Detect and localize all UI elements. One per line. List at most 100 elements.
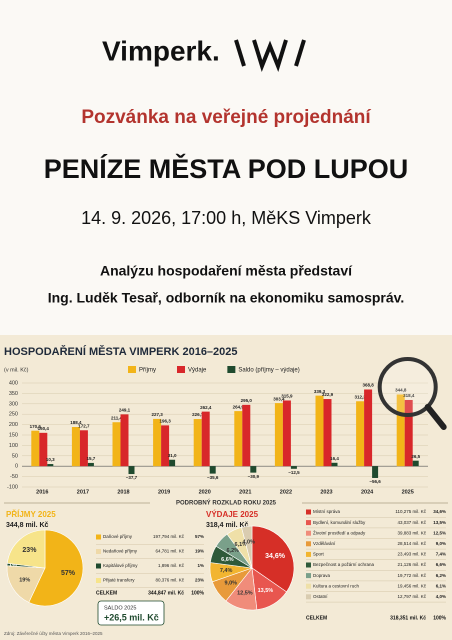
legend-label: Saldo (příjmy – výdaje) (238, 368, 299, 374)
bar (372, 466, 379, 478)
total-label: CELKEM (96, 590, 117, 596)
table-share: 13,5% (433, 520, 446, 525)
y-tick-label: 350 (9, 391, 18, 397)
table-amount: 19,456 mil. Kč (397, 583, 426, 588)
logo-symbol (294, 39, 306, 67)
table-category: Přijaté transfery (103, 578, 135, 583)
source: Zdroj: Závěrečné účty města Vimperk 2016… (4, 631, 103, 636)
table-share: 6,1% (436, 583, 446, 588)
y-tick-label: 400 (9, 380, 18, 386)
table-amount: 21,126 mil. Kč (397, 562, 426, 567)
value-label: 312,2 (354, 394, 366, 399)
bar (234, 411, 243, 467)
total-share: 100% (433, 615, 446, 621)
legend-label: Výdaje (188, 368, 207, 374)
logo-symbol (252, 39, 288, 73)
slice-label: 6,2% (227, 548, 240, 554)
table-amount: 64,781 mil. Kč (155, 549, 184, 554)
value-label: 295,0 (241, 398, 253, 403)
value-label: 368,8 (362, 383, 374, 388)
breakdown-title: PODROBNÝ ROZKLAD ROKU 2025 (176, 500, 277, 507)
pie-title: PŘÍJMY 2025 (6, 510, 56, 519)
bar (396, 394, 405, 467)
invitation: Pozvánka na veřejné projednání (81, 107, 371, 128)
value-label: 31,0 (168, 453, 177, 458)
bar (282, 400, 291, 467)
y-tick-label: 200 (9, 422, 18, 428)
value-label: −56,6 (369, 479, 381, 484)
y-tick-label: -50 (10, 474, 18, 480)
table-category: Místní správa (313, 509, 341, 514)
event: 14. 9. 2026, 17:00 h, MěKS Vimperk (81, 208, 372, 228)
bar (331, 462, 338, 467)
bar (47, 464, 54, 467)
value-label: 315,9 (281, 394, 293, 399)
x-tick-label: 2023 (320, 489, 332, 495)
table-share: 23% (195, 578, 204, 583)
legend-swatch (227, 366, 236, 373)
bar (161, 425, 170, 467)
table-share: 19% (195, 549, 204, 554)
value-label: 211,4 (111, 415, 123, 420)
slice-label: 12,5% (237, 591, 253, 597)
table-amount: 110,275 mil. Kč (395, 509, 426, 514)
value-label: 249,1 (119, 408, 131, 413)
bar (364, 389, 373, 467)
y-tick-label: 150 (9, 432, 18, 438)
header-background (0, 0, 452, 335)
table-category: Bezpečnost a požární ochrana (313, 562, 375, 567)
y-tick-label: 100 (9, 443, 18, 449)
bar (315, 395, 324, 467)
bar (242, 404, 251, 467)
slice-label: 4,0% (242, 540, 255, 546)
table-share: 9,0% (436, 541, 446, 546)
bar (404, 399, 413, 467)
bar (87, 462, 94, 467)
table-amount: 1,896 mil. Kč (158, 563, 185, 568)
logo: Vimperk. (102, 35, 220, 66)
bar (31, 430, 40, 467)
pie-slice (28, 529, 84, 607)
bar (193, 419, 202, 467)
value-label: 188,4 (70, 420, 82, 425)
slice-label: 13,5% (258, 588, 274, 594)
value-label: 15,7 (87, 456, 96, 461)
total-label: CELKEM (306, 615, 327, 621)
legend-swatch (128, 366, 136, 373)
legend-swatch (306, 530, 311, 536)
table-amount: 197,794 mil. Kč (153, 534, 185, 539)
bar (39, 432, 48, 467)
pie-slice (241, 525, 253, 569)
bar (290, 466, 297, 469)
legend-swatch (306, 520, 311, 526)
legend-swatch (96, 563, 101, 569)
speaker: Ing. Luděk Tesař, odborník na ekonomiku … (48, 290, 405, 306)
legend-swatch (306, 551, 311, 557)
table-share: 6,2% (436, 573, 446, 578)
table-share: 34,6% (433, 509, 446, 514)
table-category: Sport (313, 552, 325, 557)
value-label: 344,8 (395, 388, 407, 393)
pie-subtitle: 344,8 mil. Kč (6, 522, 49, 529)
value-label: 16,4 (330, 456, 339, 461)
value-label: −12,5 (288, 470, 300, 475)
value-label: −30,9 (248, 474, 260, 479)
value-label: 318,4 (403, 393, 415, 398)
table-amount: 43,037 mil. Kč (397, 520, 426, 525)
saldo-value: +26,5 mil. Kč (104, 612, 159, 622)
chart-title: HOSPODAŘENÍ MĚSTA VIMPERK 2016–2025 (4, 345, 238, 358)
table-category: Vzdělávání (313, 541, 336, 546)
y-tick-label: -100 (7, 484, 18, 490)
table-category: Ostatní (313, 594, 328, 599)
bar (323, 399, 332, 467)
table-category: Doprava (313, 573, 331, 578)
x-tick-label: 2022 (280, 489, 292, 495)
bar (153, 418, 162, 467)
legend-swatch (96, 549, 101, 554)
value-label: 303,4 (273, 396, 285, 401)
table-share: 12,5% (433, 530, 446, 535)
table-category: Nedaňové příjmy (103, 549, 138, 554)
bar (120, 414, 129, 467)
table-amount: 12,797 mil. Kč (397, 594, 426, 599)
bar (209, 466, 216, 474)
